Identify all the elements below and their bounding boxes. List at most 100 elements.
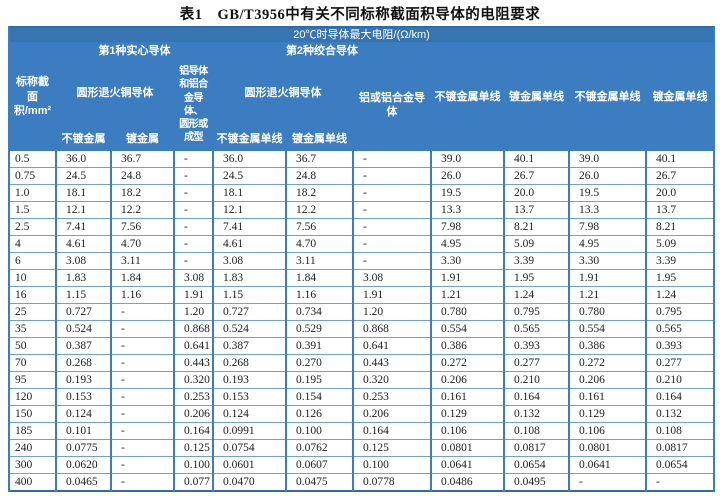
resistance-value: 0.106 — [568, 421, 647, 440]
resistance-value: 7.56 — [285, 218, 354, 237]
nominal-area-value: 0.5 — [8, 150, 57, 169]
resistance-value: 0.0817 — [503, 438, 570, 457]
resistance-value: - — [173, 252, 214, 271]
resistance-value: 36.0 — [212, 150, 287, 169]
resistance-value: 13.3 — [430, 201, 505, 220]
table-row: 400 0.0465-0.077 0.0470 0.0475 0.0778 0.0486 0… — [8, 472, 716, 492]
resistance-value: 0.565 — [644, 319, 716, 338]
resistance-value: 3.08 — [212, 252, 287, 271]
resistance-value: 20.0 — [644, 184, 716, 203]
resistance-value: - — [173, 235, 214, 254]
resistance-value: 26.0 — [568, 167, 647, 186]
resistance-value: 12.1 — [212, 201, 287, 220]
resistance-value: 26.0 — [430, 167, 505, 186]
resistance-value: 0.106 — [430, 421, 505, 440]
nominal-area-value: 16 — [8, 286, 57, 305]
resistance-value: 0.195 — [285, 370, 354, 389]
header-class1-plated: 镀金属 — [110, 126, 175, 152]
resistance-value: - — [352, 184, 432, 203]
header-class1-aluminium: 铝导体 和铝合 金导体、 圆形或 成型 — [173, 58, 214, 152]
resistance-value: - — [110, 336, 175, 355]
resistance-value: 1.24 — [644, 286, 716, 305]
nominal-area-value: 70 — [8, 353, 57, 372]
nominal-area-value: 0.75 — [8, 167, 57, 186]
resistance-value: 1.83 — [212, 269, 287, 288]
header-flex1-plated-wire: 镀金属单线 — [503, 42, 570, 152]
resistance-value: 7.41 — [212, 218, 287, 237]
resistance-value: 13.7 — [503, 201, 570, 220]
header-max-resistance-20c: 20℃时导体最大电阻/(Ω/km) — [7, 26, 716, 44]
resistance-value: - — [110, 353, 175, 372]
nominal-area-value: 240 — [8, 438, 57, 457]
resistance-value: 0.0801 — [568, 438, 647, 457]
resistance-value: 1.95 — [503, 269, 570, 288]
resistance-value: 1.91 — [568, 269, 647, 288]
resistance-value: 0.101 — [55, 421, 112, 440]
resistance-value: 7.41 — [55, 218, 112, 237]
resistance-value: 0.529 — [285, 319, 354, 338]
resistance-value: - — [110, 303, 175, 321]
resistance-value: - — [352, 167, 432, 186]
resistance-value: 0.727 — [55, 303, 112, 321]
table-row: 2.5 7.41 7.56-7.41 7.56-7.98 8.21 7.98 8.21 — [8, 218, 716, 237]
resistance-value: 36.0 — [55, 150, 112, 169]
resistance-value: 0.320 — [173, 370, 214, 389]
resistance-value: 0.210 — [644, 370, 716, 389]
resistance-value: 0.100 — [352, 455, 432, 474]
resistance-value: 0.153 — [212, 387, 287, 406]
nominal-area-value: 25 — [8, 303, 57, 321]
resistance-value: 5.09 — [644, 235, 716, 254]
resistance-value: 36.7 — [285, 150, 354, 169]
resistance-value: 0.391 — [285, 336, 354, 355]
header-flex2-unplated-wire: 不镀金属单线 — [568, 42, 647, 152]
resistance-value: 0.780 — [430, 303, 505, 321]
resistance-value: 8.21 — [644, 218, 716, 237]
resistance-value: 0.443 — [173, 353, 214, 372]
resistance-value: 26.7 — [644, 167, 716, 186]
page-title: 表1 GB/T3956中有关不同标称截面积导体的电阻要求 — [179, 7, 541, 23]
resistance-value: 0.393 — [644, 336, 716, 355]
resistance-value: 1.16 — [110, 286, 175, 305]
table-row: 0.75 24.5 24.8-24.5 24.8-26.0 26.7 26.0 26.7 — [8, 167, 716, 186]
resistance-value: 0.277 — [644, 353, 716, 372]
resistance-value: - — [352, 252, 432, 271]
resistance-value: 1.20 — [352, 303, 432, 321]
resistance-value: 0.554 — [430, 319, 505, 338]
resistance-value: 0.125 — [352, 438, 432, 457]
resistance-value: 0.126 — [285, 404, 354, 423]
table-row: 6 3.08 3.11-3.08 3.11-3.30 3.39 3.30 3.39 — [8, 252, 716, 271]
resistance-value: 0.795 — [503, 303, 570, 321]
resistance-value: 1.95 — [644, 269, 716, 288]
resistance-value: 0.565 — [503, 319, 570, 338]
nominal-area-value: 6 — [8, 252, 57, 271]
resistance-value: 24.8 — [285, 167, 354, 186]
resistance-value: 0.268 — [55, 353, 112, 372]
resistance-value: 20.0 — [503, 184, 570, 203]
table-row: 185 0.101-0.164 0.0991 0.100 0.164 0.106 0.108… — [8, 421, 716, 440]
resistance-table: 20℃时导体最大电阻/(Ω/km) 标称截 面积/mm² 第1种实心导体 第2种… — [7, 26, 716, 492]
resistance-value: 19.5 — [430, 184, 505, 203]
resistance-value: 0.210 — [503, 370, 570, 389]
header-flex1-unplated-wire: 不镀金属单线 — [430, 42, 505, 152]
nominal-area-value: 1.5 — [8, 201, 57, 220]
resistance-value: 0.164 — [644, 387, 716, 406]
resistance-value: 0.100 — [285, 421, 354, 440]
resistance-value: 4.61 — [55, 235, 112, 254]
resistance-value: 3.39 — [503, 252, 570, 271]
resistance-value: 0.641 — [352, 336, 432, 355]
header-class2-plated-wire: 镀金属单线 — [285, 126, 354, 152]
table-row: 70 0.268-0.443 0.268 0.270 0.443 0.272 0.277 0.… — [8, 353, 716, 372]
resistance-value: 3.39 — [644, 252, 716, 271]
resistance-value: 3.30 — [430, 252, 505, 271]
resistance-value: 1.21 — [568, 286, 647, 305]
table-row: 240 0.0775-0.125 0.0754 0.0762 0.125 0.0801 0.… — [8, 438, 716, 457]
resistance-value: 0.524 — [212, 319, 287, 338]
resistance-value: 0.387 — [212, 336, 287, 355]
resistance-value: 0.386 — [568, 336, 647, 355]
resistance-value: 0.443 — [352, 353, 432, 372]
resistance-value: 0.132 — [644, 404, 716, 423]
resistance-value: 0.124 — [212, 404, 287, 423]
header-class1-group: 第1种实心导体 — [55, 42, 214, 60]
resistance-value: 7.56 — [110, 218, 175, 237]
resistance-value: 0.164 — [352, 421, 432, 440]
